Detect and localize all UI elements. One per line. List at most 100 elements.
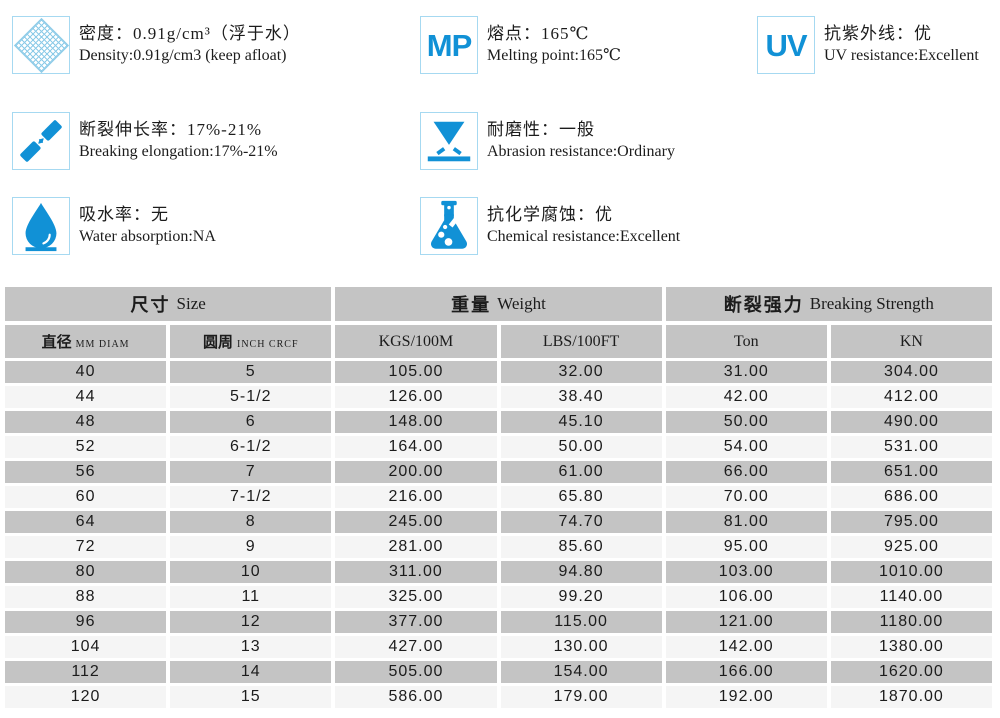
table-cell: 120 bbox=[5, 686, 167, 708]
column-header-ton: Ton bbox=[665, 325, 827, 358]
group-header-size: 尺寸 Size bbox=[5, 287, 332, 321]
abrasion-icon bbox=[420, 112, 478, 170]
table-cell: 31.00 bbox=[665, 361, 827, 383]
table-cell: 427.00 bbox=[335, 636, 497, 658]
table-cell: 686.00 bbox=[830, 486, 992, 508]
table-cell: 112 bbox=[5, 661, 167, 683]
table-cell: 154.00 bbox=[500, 661, 662, 683]
table-cell: 200.00 bbox=[335, 461, 497, 483]
group-label-en: Breaking Strength bbox=[809, 294, 934, 313]
table-cell: 586.00 bbox=[335, 686, 497, 708]
table-cell: 148.00 bbox=[335, 411, 497, 433]
column-label-zh: 圆周 bbox=[202, 334, 233, 351]
property-chemical-resistance: 抗化学腐蚀：优 Chemical resistance:Excellent bbox=[420, 196, 680, 256]
table-cell: 281.00 bbox=[335, 536, 497, 558]
table-cell: 64 bbox=[5, 511, 167, 533]
column-header-kgs-100m: KGS/100M bbox=[335, 325, 497, 358]
uv-icon-letters: UV bbox=[765, 27, 807, 63]
column-label-unit: MM DIAM bbox=[75, 338, 130, 350]
table-cell: 99.20 bbox=[500, 586, 662, 608]
table-cell: 38.40 bbox=[500, 386, 662, 408]
table-cell: 96 bbox=[5, 611, 167, 633]
table-group-header-row: 尺寸 Size 重量 Weight 断裂强力 Breaking Strength bbox=[5, 287, 992, 321]
table-cell: 15 bbox=[170, 686, 332, 708]
table-cell: 377.00 bbox=[335, 611, 497, 633]
table-row: 52 6-1/2 164.00 50.00 54.00 531.00 bbox=[5, 436, 992, 458]
table-cell: 925.00 bbox=[830, 536, 992, 558]
table-cell: 42.00 bbox=[665, 386, 827, 408]
column-label-zh: 直径 bbox=[41, 334, 72, 351]
table-cell: 126.00 bbox=[335, 386, 497, 408]
table-cell: 44 bbox=[5, 386, 167, 408]
melting-point-mp-icon: MP bbox=[420, 16, 478, 74]
property-density: 密度：0.91g/cm³（浮于水） Density:0.91g/cm3 (kee… bbox=[12, 15, 301, 75]
property-chemical-text: 抗化学腐蚀：优 Chemical resistance:Excellent bbox=[487, 204, 680, 248]
property-label-zh: 熔点：165℃ bbox=[487, 24, 590, 44]
rope-stretch-glyph bbox=[20, 120, 62, 162]
group-label-en: Weight bbox=[497, 294, 546, 313]
group-header-breaking-strength: 断裂强力 Breaking Strength bbox=[665, 287, 992, 321]
property-water-text: 吸水率：无 Water absorption:NA bbox=[79, 204, 216, 248]
table-row: 112 14 505.00 154.00 166.00 1620.00 bbox=[5, 661, 992, 683]
breaking-elongation-icon bbox=[12, 112, 70, 170]
table-row: 80 10 311.00 94.80 103.00 1010.00 bbox=[5, 561, 992, 583]
table-cell: 48 bbox=[5, 411, 167, 433]
property-abrasion-resistance: 耐磨性：一般 Abrasion resistance:Ordinary bbox=[420, 111, 675, 171]
property-melting-point: MP 熔点：165℃ Melting point:165℃ bbox=[420, 15, 621, 75]
table-cell: 325.00 bbox=[335, 586, 497, 608]
table-cell: 104 bbox=[5, 636, 167, 658]
table-cell: 106.00 bbox=[665, 586, 827, 608]
table-cell: 1870.00 bbox=[830, 686, 992, 708]
group-label-zh: 重量 bbox=[451, 295, 492, 315]
property-label-zh: 密度：0.91g/cm³（浮于水） bbox=[79, 24, 301, 44]
mesh-diamond-shape bbox=[13, 17, 69, 73]
density-mesh-icon bbox=[12, 16, 70, 74]
table-cell: 216.00 bbox=[335, 486, 497, 508]
table-cell: 121.00 bbox=[665, 611, 827, 633]
table-cell: 8 bbox=[170, 511, 332, 533]
property-label-zh: 吸水率：无 bbox=[79, 205, 169, 225]
property-melting-point-text: 熔点：165℃ Melting point:165℃ bbox=[487, 23, 621, 67]
table-cell: 130.00 bbox=[500, 636, 662, 658]
table-cell: 61.00 bbox=[500, 461, 662, 483]
table-cell: 166.00 bbox=[665, 661, 827, 683]
table-cell: 1010.00 bbox=[830, 561, 992, 583]
table-cell: 164.00 bbox=[335, 436, 497, 458]
property-uv-text: 抗紫外线：优 UV resistance:Excellent bbox=[824, 23, 979, 67]
table-cell: 5-1/2 bbox=[170, 386, 332, 408]
property-label-zh: 断裂伸长率：17%-21% bbox=[79, 120, 262, 140]
table-cell: 45.10 bbox=[500, 411, 662, 433]
spec-table: 尺寸 Size 重量 Weight 断裂强力 Breaking Strength… bbox=[5, 287, 992, 711]
property-water-absorption: 吸水率：无 Water absorption:NA bbox=[12, 196, 216, 256]
group-header-weight: 重量 Weight bbox=[335, 287, 662, 321]
table-column-header-row: 直径 MM DIAM 圆周 INCH CRCF KGS/100M LBS/100… bbox=[5, 325, 992, 358]
table-cell: 651.00 bbox=[830, 461, 992, 483]
table-cell: 505.00 bbox=[335, 661, 497, 683]
table-body: 40 5 105.00 32.00 31.00 304.00 44 5-1/2 126.00 38… bbox=[5, 361, 992, 708]
property-label-en: Water absorption:NA bbox=[79, 228, 216, 246]
property-label-zh: 抗紫外线：优 bbox=[824, 24, 932, 44]
table-row: 96 12 377.00 115.00 121.00 1180.00 bbox=[5, 611, 992, 633]
table-cell: 1180.00 bbox=[830, 611, 992, 633]
table-cell: 11 bbox=[170, 586, 332, 608]
property-breaking-elongation: 断裂伸长率：17%-21% Breaking elongation:17%-21… bbox=[12, 111, 278, 171]
table-cell: 81.00 bbox=[665, 511, 827, 533]
table-cell: 311.00 bbox=[335, 561, 497, 583]
table-cell: 95.00 bbox=[665, 536, 827, 558]
table-cell: 142.00 bbox=[665, 636, 827, 658]
property-label-en: Density:0.91g/cm3 (keep afloat) bbox=[79, 47, 287, 65]
table-row: 60 7-1/2 216.00 65.80 70.00 686.00 bbox=[5, 486, 992, 508]
property-elongation-text: 断裂伸长率：17%-21% Breaking elongation:17%-21… bbox=[79, 119, 278, 163]
table-cell: 60 bbox=[5, 486, 167, 508]
table-row: 44 5-1/2 126.00 38.40 42.00 412.00 bbox=[5, 386, 992, 408]
table-row: 56 7 200.00 61.00 66.00 651.00 bbox=[5, 461, 992, 483]
table-row: 48 6 148.00 45.10 50.00 490.00 bbox=[5, 411, 992, 433]
table-row: 88 11 325.00 99.20 106.00 1140.00 bbox=[5, 586, 992, 608]
table-cell: 70.00 bbox=[665, 486, 827, 508]
table-row: 40 5 105.00 32.00 31.00 304.00 bbox=[5, 361, 992, 383]
table-cell: 80 bbox=[5, 561, 167, 583]
property-label-en: Abrasion resistance:Ordinary bbox=[487, 143, 675, 161]
table-cell: 13 bbox=[170, 636, 332, 658]
mp-icon-letters: MP bbox=[426, 27, 472, 63]
property-label-zh: 抗化学腐蚀：优 bbox=[487, 205, 613, 225]
